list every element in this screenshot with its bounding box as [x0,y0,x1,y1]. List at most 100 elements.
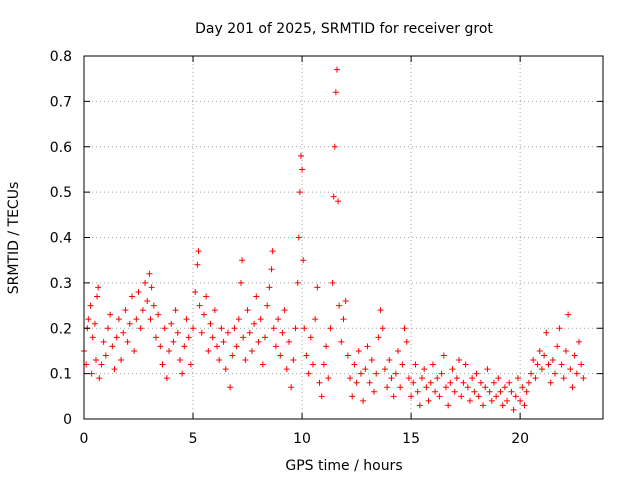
data-point [174,329,181,336]
data-point [578,361,585,368]
data-point [255,338,262,345]
data-point [447,379,454,386]
data-point [501,384,508,391]
data-point [161,325,168,332]
tick-labels: 0 0.1 0.2 0.3 0.4 0.5 0.6 0.7 0.8 0 5 10 15 20 [50,49,529,447]
data-point [488,397,495,404]
data-point [281,307,288,314]
data-point [484,366,491,373]
grid-lines [84,56,603,419]
data-point [512,393,519,400]
data-point [166,347,173,354]
data-point [534,361,541,368]
data-point [137,325,144,332]
data-point [268,266,275,273]
data-series-srmtid [81,66,587,413]
data-point [410,379,417,386]
data-point [235,316,242,323]
data-point [388,375,395,382]
data-point [300,257,307,264]
data-point [440,352,447,359]
data-point [181,343,188,350]
data-point [329,279,336,286]
data-point [253,293,260,300]
data-point [466,397,473,404]
data-point [301,325,308,332]
data-point [239,257,246,264]
data-point [360,397,367,404]
data-point [220,338,227,345]
data-point [91,320,98,327]
data-point [395,347,402,354]
data-point [109,343,116,350]
x-tick-label: 5 [189,431,198,447]
data-point [95,284,102,291]
data-point [172,307,179,314]
data-point [251,320,258,327]
data-point [292,325,299,332]
data-point [192,288,199,295]
data-point [218,325,225,332]
data-point [224,329,231,336]
data-point [471,388,478,395]
data-point [340,316,347,323]
data-point [506,379,513,386]
data-point [331,143,338,150]
data-point [170,338,177,345]
data-point [107,311,114,318]
data-point [504,397,511,404]
data-point [571,352,578,359]
data-point [257,316,264,323]
data-point [124,338,131,345]
x-tick-label: 10 [293,431,311,447]
data-point [451,388,458,395]
data-point [183,316,190,323]
data-point [231,325,238,332]
data-point [366,379,373,386]
data-point [190,325,197,332]
data-point [510,406,517,413]
data-point [336,302,343,309]
y-tick-label: 0.8 [50,49,72,65]
x-axis-label: GPS time / hours [285,458,402,474]
data-point [233,343,240,350]
data-point [344,352,351,359]
data-point [89,334,96,341]
y-tick-label: 0.5 [50,185,72,201]
data-point [377,307,384,314]
data-point [299,166,306,173]
data-point [150,302,157,309]
data-point [538,366,545,373]
data-point [152,334,159,341]
data-point [554,343,561,350]
data-point [320,361,327,368]
data-point [323,343,330,350]
data-point [425,397,432,404]
data-point [144,298,151,305]
data-point [379,325,386,332]
data-point [195,248,202,255]
data-point [246,329,253,336]
data-point [456,357,463,364]
data-point [163,375,170,382]
y-tick-label: 0 [63,412,72,428]
data-point [131,347,138,354]
data-point [514,375,521,382]
data-point [549,357,556,364]
data-point [288,384,295,391]
data-point [552,370,559,377]
data-point [211,307,218,314]
chart-title: Day 201 of 2025, SRMTID for receiver gro… [195,21,493,37]
data-point [508,388,515,395]
data-point [128,293,135,300]
data-point [545,361,552,368]
data-point [342,298,349,305]
data-point [118,357,125,364]
data-point [307,334,314,341]
data-point [499,402,506,409]
data-point [270,325,277,332]
data-point [314,284,321,291]
y-tick-label: 0.2 [50,321,72,337]
data-point [318,393,325,400]
